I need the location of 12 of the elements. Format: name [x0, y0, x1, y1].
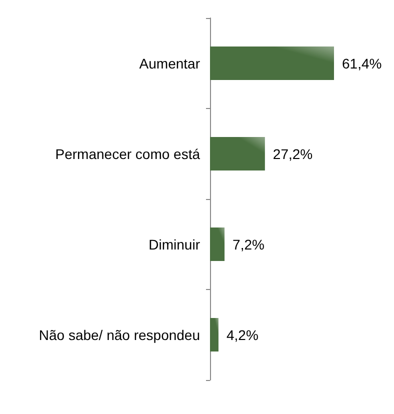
- data-label: 7,2%: [232, 236, 264, 252]
- bar: [210, 46, 334, 80]
- y-tick-label: Não sabe/ não respondeu: [38, 326, 200, 343]
- data-label: 4,2%: [226, 326, 258, 343]
- data-label: 27,2%: [272, 146, 313, 162]
- bar: [210, 137, 265, 170]
- y-tick-label: Diminuir: [148, 236, 200, 252]
- y-tick-label: Permanecer como está: [55, 146, 200, 162]
- bar: [210, 318, 218, 352]
- y-tick-label: Aumentar: [139, 55, 200, 72]
- bar: [210, 228, 225, 261]
- data-label: 61,4%: [342, 55, 382, 72]
